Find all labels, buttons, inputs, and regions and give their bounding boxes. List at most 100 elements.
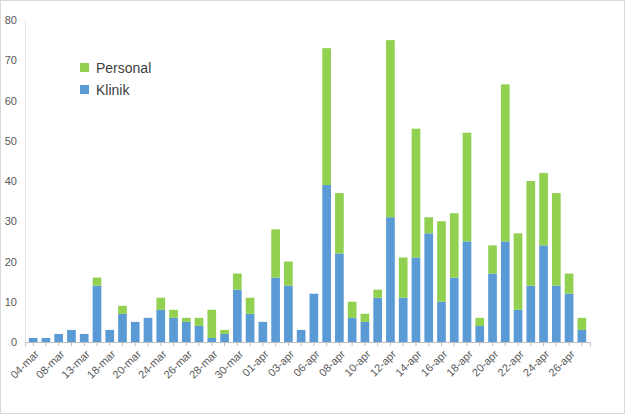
bar bbox=[284, 286, 293, 342]
x-tick: 14-apr bbox=[393, 342, 424, 379]
bar bbox=[437, 302, 446, 342]
bar bbox=[373, 298, 382, 342]
bar bbox=[526, 181, 535, 286]
bar bbox=[488, 274, 497, 342]
x-tick-mark bbox=[288, 342, 289, 346]
x-tick-label: 14-apr bbox=[393, 347, 424, 378]
x-tick-label: 26-apr bbox=[546, 347, 577, 378]
x-tick-label: 22-apr bbox=[495, 347, 526, 378]
x-tick-mark bbox=[581, 342, 582, 346]
bar bbox=[131, 321, 140, 322]
bar bbox=[450, 278, 459, 342]
bar bbox=[399, 257, 408, 297]
bar bbox=[67, 329, 76, 330]
x-tick bbox=[377, 342, 378, 346]
bar bbox=[207, 310, 216, 338]
bar bbox=[80, 334, 89, 342]
y-tick-label: 60 bbox=[5, 95, 17, 107]
bar bbox=[42, 338, 51, 342]
bar bbox=[424, 217, 433, 233]
x-tick bbox=[428, 342, 429, 346]
x-tick bbox=[352, 342, 353, 346]
x-tick-label: 20-apr bbox=[469, 347, 500, 378]
bar bbox=[182, 318, 191, 322]
x-tick bbox=[122, 342, 123, 346]
x-tick: 26-apr bbox=[546, 342, 577, 379]
x-tick-mark bbox=[364, 342, 365, 346]
y-tick-label: 40 bbox=[5, 175, 17, 187]
x-tick-label: 08-apr bbox=[316, 347, 347, 378]
bar bbox=[450, 213, 459, 277]
bar bbox=[29, 337, 38, 338]
x-tick-mark bbox=[428, 342, 429, 346]
x-tick: 06-apr bbox=[291, 342, 322, 379]
x-tick-mark bbox=[339, 342, 340, 346]
x-tick-mark bbox=[224, 342, 225, 346]
x-tick-mark bbox=[301, 342, 302, 346]
bar bbox=[539, 173, 548, 245]
bar bbox=[412, 129, 421, 258]
bar bbox=[475, 326, 484, 342]
x-tick-label: 12-apr bbox=[367, 347, 398, 378]
y-tick: 20 bbox=[5, 256, 25, 268]
bar bbox=[565, 274, 574, 294]
y-tick: 40 bbox=[5, 175, 25, 187]
x-tick bbox=[71, 342, 72, 346]
bar bbox=[501, 241, 510, 342]
x-tick-mark bbox=[160, 342, 161, 346]
bar bbox=[271, 229, 280, 277]
bar bbox=[310, 294, 319, 342]
x-tick-mark bbox=[352, 342, 353, 346]
y-axis: 01020304050607080 bbox=[5, 14, 26, 348]
x-tick: 12-apr bbox=[367, 342, 398, 379]
x-tick: 30-mar bbox=[212, 342, 245, 381]
bar bbox=[463, 241, 472, 342]
bar bbox=[156, 310, 165, 342]
x-tick-mark bbox=[33, 342, 34, 346]
x-tick: 18-apr bbox=[444, 342, 475, 379]
bar bbox=[539, 245, 548, 342]
x-axis-line bbox=[26, 343, 591, 347]
chart-frame bbox=[1, 1, 625, 414]
bar bbox=[246, 314, 255, 342]
x-tick-label: 30-mar bbox=[212, 347, 245, 380]
x-tick-mark bbox=[543, 342, 544, 346]
bar bbox=[577, 318, 586, 330]
x-tick bbox=[403, 342, 404, 346]
bar bbox=[144, 318, 153, 342]
x-tick-mark bbox=[211, 342, 212, 346]
x-tick bbox=[454, 342, 455, 346]
bar bbox=[373, 290, 382, 298]
legend-swatch bbox=[80, 85, 89, 94]
x-tick bbox=[45, 342, 46, 346]
x-tick-mark bbox=[466, 342, 467, 346]
bar bbox=[437, 221, 446, 302]
bar bbox=[169, 310, 178, 318]
y-tick: 80 bbox=[5, 14, 25, 26]
bar bbox=[310, 293, 319, 294]
bar bbox=[233, 290, 242, 342]
legend-label: Klinik bbox=[96, 82, 130, 98]
bar bbox=[233, 274, 242, 290]
x-tick-mark bbox=[45, 342, 46, 346]
x-tick-mark bbox=[262, 342, 263, 346]
bar bbox=[424, 233, 433, 342]
bar bbox=[348, 302, 357, 318]
x-tick-mark bbox=[275, 342, 276, 346]
bar bbox=[501, 84, 510, 241]
x-tick-mark bbox=[58, 342, 59, 346]
x-tick bbox=[479, 342, 480, 346]
y-tick-label: 10 bbox=[5, 296, 17, 308]
x-tick-label: 01-apr bbox=[240, 347, 271, 378]
bar bbox=[322, 48, 331, 185]
bar bbox=[361, 322, 370, 342]
bar bbox=[463, 133, 472, 242]
y-tick: 10 bbox=[5, 296, 25, 308]
x-tick: 01-apr bbox=[240, 342, 271, 379]
legend: PersonalKlinik bbox=[80, 60, 151, 98]
x-tick-mark bbox=[96, 342, 97, 346]
y-tick-label: 70 bbox=[5, 54, 17, 66]
x-tick-mark bbox=[186, 342, 187, 346]
x-tick-label: 24-apr bbox=[521, 347, 552, 378]
x-tick-mark bbox=[122, 342, 123, 346]
